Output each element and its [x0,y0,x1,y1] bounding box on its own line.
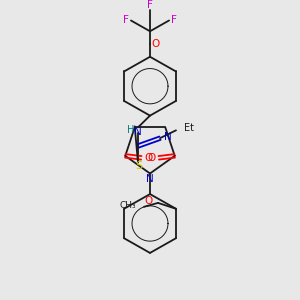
Text: F: F [171,16,177,26]
Text: O: O [148,153,156,163]
Text: CH₃: CH₃ [119,201,136,210]
Text: F: F [123,16,129,26]
Text: O: O [144,153,152,163]
Text: Et: Et [184,123,194,134]
Text: N: N [146,174,154,184]
Text: O: O [145,196,153,206]
Text: O: O [151,39,159,49]
Text: N: N [134,127,142,137]
Text: N: N [164,132,172,142]
Text: H: H [127,125,135,135]
Text: S: S [135,160,142,171]
Text: F: F [147,0,153,10]
